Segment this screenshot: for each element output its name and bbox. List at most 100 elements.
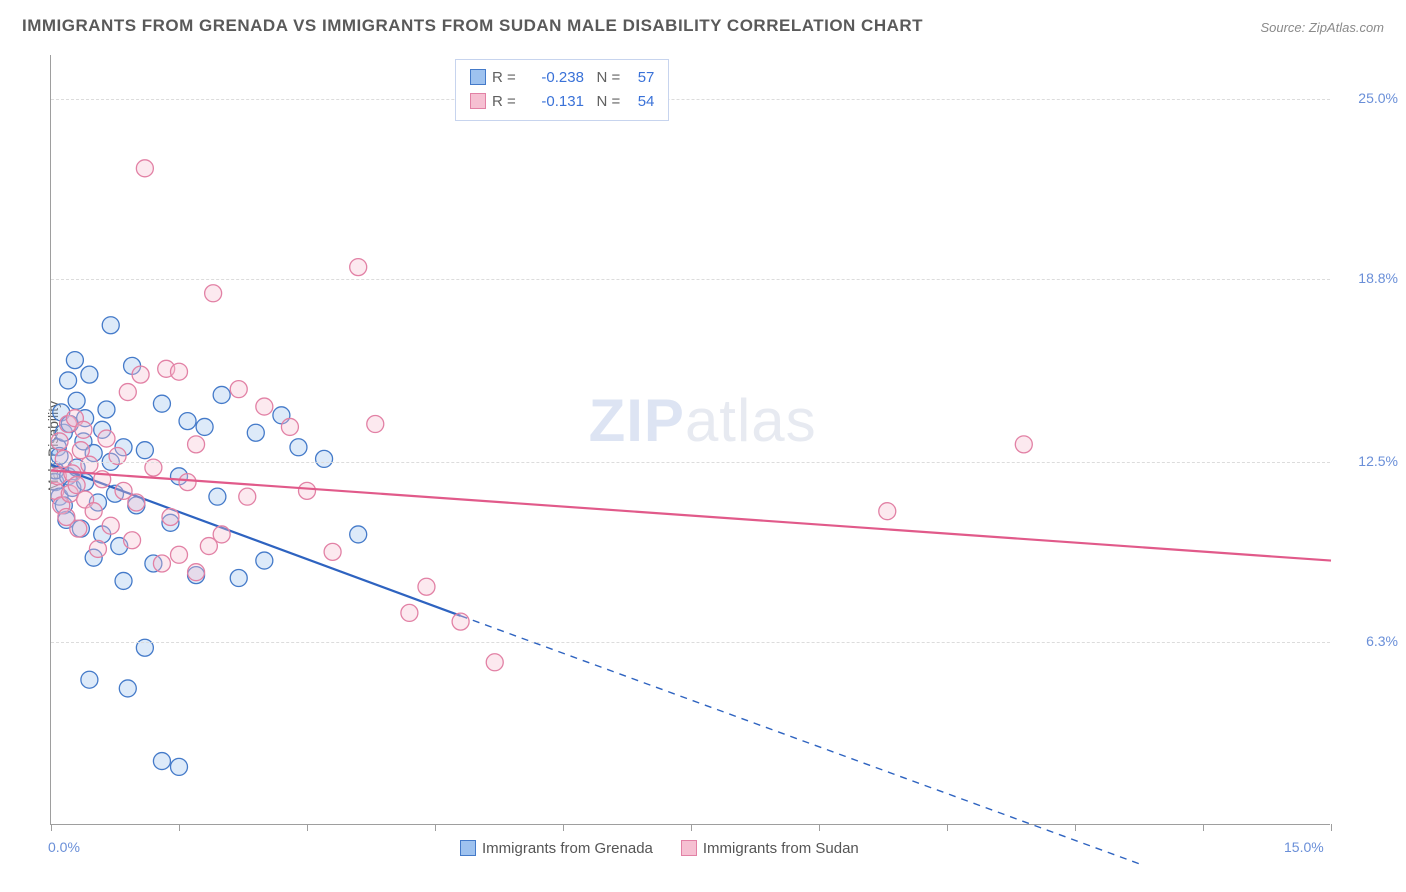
data-point [115,572,132,589]
n-value: 57 [624,66,654,90]
data-point [256,398,273,415]
source-attribution: Source: ZipAtlas.com [1260,20,1384,35]
legend-item: Immigrants from Grenada [460,840,653,857]
stats-row: R = -0.131 N = 54 [470,90,654,114]
data-point [247,424,264,441]
legend-item: Immigrants from Sudan [681,840,859,857]
series-swatch [470,93,486,109]
gridline [51,462,1330,463]
data-point [153,555,170,572]
n-label: N = [596,93,624,110]
data-point [136,442,153,459]
gridline [51,279,1330,280]
x-tick [1331,824,1332,831]
data-point [879,503,896,520]
data-point [102,317,119,334]
data-point [256,552,273,569]
gridline [51,99,1330,100]
legend-swatch [460,840,476,856]
legend-label: Immigrants from Sudan [703,840,859,857]
x-tick [1075,824,1076,831]
x-tick-label: 0.0% [48,839,80,855]
x-tick [307,824,308,831]
data-point [81,671,98,688]
data-point [68,392,85,409]
correlation-stats-box: R = -0.238 N = 57R = -0.131 N = 54 [455,59,669,121]
x-tick [179,824,180,831]
data-point [75,421,92,438]
data-point [119,680,136,697]
x-tick [819,824,820,831]
data-point [128,494,145,511]
data-point [213,526,230,543]
data-point [188,436,205,453]
data-point [486,654,503,671]
x-tick-label: 15.0% [1284,839,1324,855]
data-point [179,413,196,430]
data-point [316,450,333,467]
data-point [196,418,213,435]
chart-title: IMMIGRANTS FROM GRENADA VS IMMIGRANTS FR… [22,16,923,36]
plot-area: ZIPatlas [50,55,1330,825]
data-point [290,439,307,456]
data-point [230,570,247,587]
y-tick-label: 12.5% [1338,453,1398,469]
data-point [98,430,115,447]
data-point [66,352,83,369]
legend-swatch [681,840,697,856]
data-point [171,546,188,563]
data-point [89,540,106,557]
data-point [153,753,170,770]
x-tick [1203,824,1204,831]
data-point [153,395,170,412]
n-value: 54 [624,90,654,114]
data-point [367,416,384,433]
x-tick [691,824,692,831]
data-point [102,517,119,534]
x-tick [51,824,52,831]
data-point [230,381,247,398]
data-point [98,401,115,418]
data-point [51,433,68,450]
data-point [179,474,196,491]
gridline [51,642,1330,643]
legend-label: Immigrants from Grenada [482,840,653,857]
data-point [81,366,98,383]
data-point [452,613,469,630]
y-tick-label: 18.8% [1338,270,1398,286]
data-point [171,758,188,775]
series-legend: Immigrants from Grenada Immigrants from S… [460,840,887,857]
y-tick-label: 25.0% [1338,90,1398,106]
trend-line [51,471,1331,561]
data-point [418,578,435,595]
trend-line-extrapolated [461,616,1161,865]
data-point [119,384,136,401]
data-point [188,564,205,581]
data-point [209,488,226,505]
y-tick-label: 6.3% [1338,633,1398,649]
data-point [299,482,316,499]
x-tick [947,824,948,831]
n-label: N = [596,69,624,86]
data-point [171,363,188,380]
series-swatch [470,69,486,85]
r-value: -0.238 [520,66,584,90]
data-point [1015,436,1032,453]
r-label: R = [492,93,520,110]
data-point [162,509,179,526]
data-point [239,488,256,505]
data-point [132,366,149,383]
data-point [70,520,87,537]
data-point [350,526,367,543]
data-point [401,604,418,621]
data-point [81,456,98,473]
r-label: R = [492,69,520,86]
data-point [136,160,153,177]
x-tick [563,824,564,831]
data-point [213,386,230,403]
data-point [324,543,341,560]
r-value: -0.131 [520,90,584,114]
scatter-svg [51,55,1371,865]
stats-row: R = -0.238 N = 57 [470,66,654,90]
x-tick [435,824,436,831]
